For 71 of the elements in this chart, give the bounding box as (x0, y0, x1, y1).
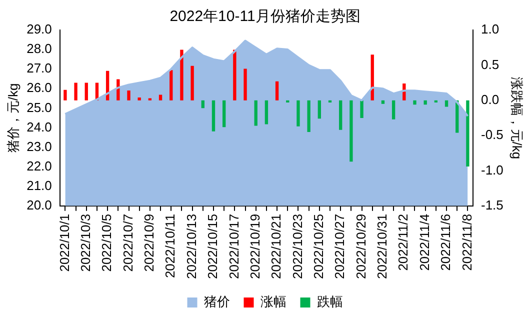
chart-title: 2022年10-11月份猪价走势图 (170, 8, 360, 26)
y2-tick-label: 0.0 (481, 92, 500, 107)
legend-label: 猪价 (204, 294, 230, 310)
y-tick-label: 28.0 (26, 41, 52, 56)
x-tick-label: 2022/11/6 (438, 214, 454, 271)
x-tick-label: 2022/10/21 (268, 214, 284, 280)
bar (381, 100, 385, 104)
x-tick-label: 2022/10/23 (290, 214, 305, 280)
bar (170, 70, 173, 100)
y-tick-label: 27.0 (26, 60, 52, 76)
bar (212, 100, 216, 132)
legend-label: 跌幅 (316, 294, 343, 310)
bar (339, 100, 342, 130)
bar (318, 100, 321, 119)
x-tick-label: 2022/10/13 (184, 214, 199, 280)
y2-tick-label: 0.5 (481, 56, 500, 72)
bar (413, 100, 416, 105)
y2-tick-label: -1.0 (481, 162, 504, 178)
x-tick-label: 2022/10/17 (226, 214, 242, 280)
x-tick-label: 2022/10/11 (162, 214, 178, 278)
x-tick-label: 2022/10/7 (120, 214, 136, 272)
y-tick-label: 20.0 (26, 198, 52, 213)
y-tick-label: 22.0 (26, 158, 52, 174)
bar (74, 82, 78, 100)
y-axis-title: 猪价，元/kg (5, 83, 20, 153)
bar (180, 50, 184, 100)
legend-label: 涨幅 (260, 294, 286, 310)
bar (201, 100, 204, 108)
bar (138, 98, 141, 100)
y2-tick-label: 1.0 (481, 22, 500, 37)
bar (190, 66, 194, 100)
bar (466, 100, 470, 167)
bar (264, 100, 268, 124)
y2-tick-label: -1.5 (481, 198, 504, 213)
bar (158, 94, 162, 100)
y-tick-label: 25.0 (26, 100, 52, 115)
x-tick-label: 2022/10/3 (78, 214, 93, 272)
bar (307, 100, 310, 132)
bar (296, 100, 300, 126)
bar (370, 54, 374, 100)
y2-tick-label: -0.5 (481, 127, 504, 142)
y-tick-label: 26.0 (26, 80, 52, 96)
bar (424, 100, 427, 105)
x-tick-label: 2022/10/19 (247, 214, 262, 280)
bar (360, 100, 364, 118)
x-tick-label: 2022/11/4 (416, 214, 432, 271)
y-tick-label: 29.0 (26, 22, 52, 37)
bar (350, 100, 353, 162)
x-tick-label: 2022/10/15 (205, 214, 220, 280)
bar (127, 90, 130, 100)
x-tick-label: 2022/11/8 (459, 214, 474, 271)
x-tick-label: 2022/10/9 (142, 214, 157, 272)
bar (244, 68, 247, 100)
y-tick-label: 23.0 (26, 138, 52, 154)
y2-axis-title: 涨跌幅，元/kg (510, 76, 525, 160)
bar (254, 100, 258, 126)
bar (275, 81, 279, 100)
x-tick-label: 2022/10/31 (374, 214, 390, 280)
x-tick-label: 2022/11/2 (396, 214, 411, 271)
x-tick-label: 2022/10/5 (99, 214, 114, 272)
y-tick-label: 21.0 (26, 178, 52, 193)
x-tick-label: 2022/10/25 (310, 214, 326, 280)
bar (233, 50, 236, 100)
bar (84, 82, 88, 100)
x-tick-label: 2022/10/29 (353, 214, 368, 280)
x-tick-label: 2022/10/27 (332, 214, 348, 280)
bar (392, 100, 396, 120)
bar (222, 100, 226, 128)
y-tick-label: 24.0 (26, 119, 52, 134)
bar (64, 90, 67, 100)
x-tick-label: 2022/10/1 (56, 214, 72, 272)
